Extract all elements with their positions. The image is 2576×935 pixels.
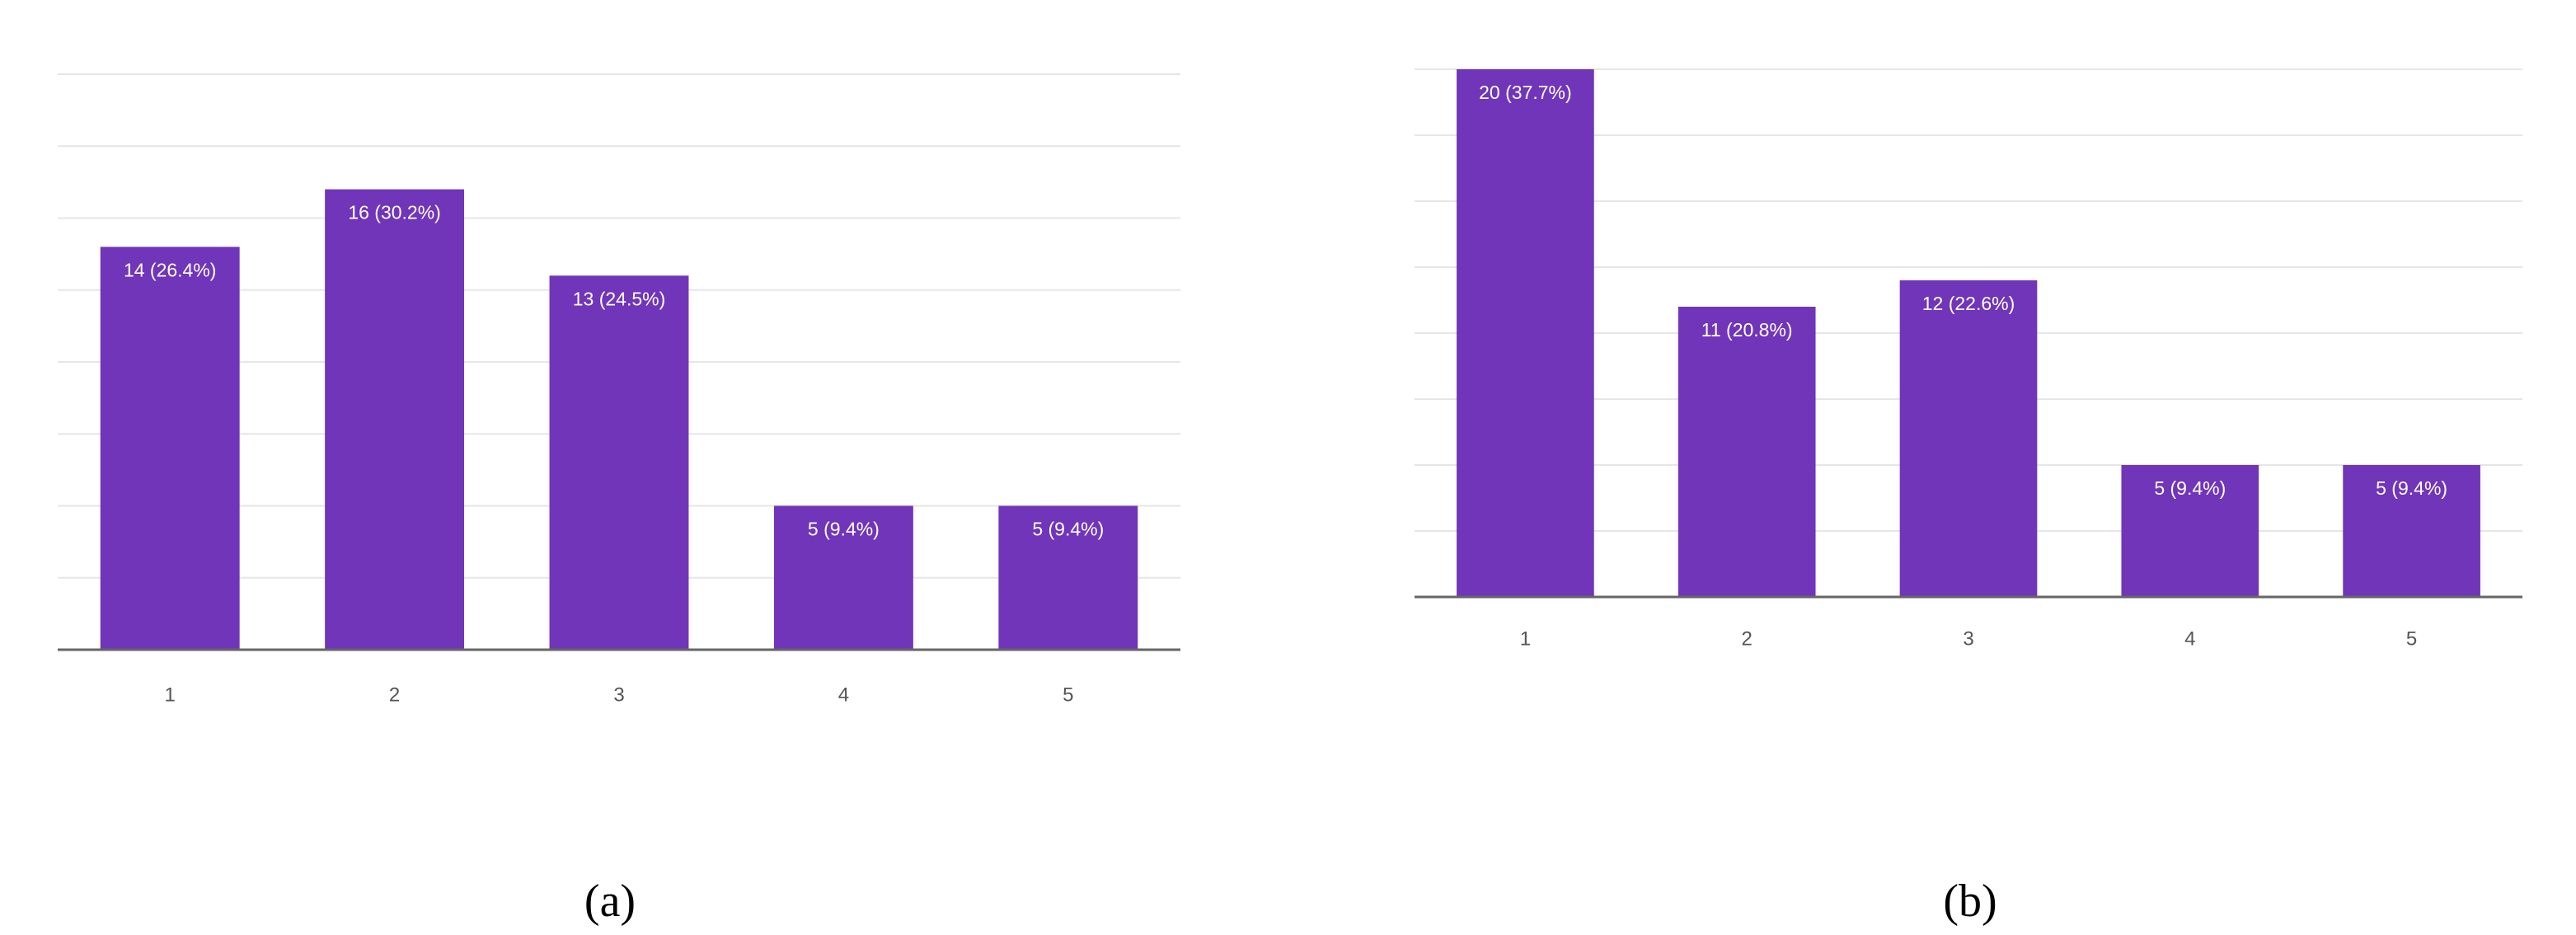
x-tick-label: 3 [1963,627,1973,650]
x-tick-label: 1 [165,684,176,706]
x-tick-label: 5 [2406,627,2417,650]
x-tick-label: 2 [1742,627,1753,650]
value-label: 11 (20.8%) [1701,319,1793,341]
x-tick-label: 1 [1520,627,1531,650]
caption: (a) [584,876,636,927]
value-label: 13 (24.5%) [573,288,666,309]
value-label: 5 (9.4%) [1032,519,1104,540]
x-tick-label: 5 [1063,684,1073,706]
value-label: 5 (9.4%) [808,519,880,540]
bar [773,505,913,650]
value-label: 20 (37.7%) [1479,82,1572,103]
value-label: 14 (26.4%) [124,259,217,280]
bar [100,247,240,650]
x-tick-label: 4 [838,684,849,706]
bar [2121,465,2259,597]
bar [998,505,1138,650]
bar [1899,280,2038,597]
caption: (b) [1943,876,1997,927]
bar [2343,465,2480,597]
bar [325,189,465,651]
x-tick-label: 3 [613,684,624,706]
x-tick-label: 4 [2184,627,2195,650]
value-label: 5 (9.4%) [2154,477,2226,499]
value-label: 5 (9.4%) [2376,477,2447,499]
bar [1457,69,1594,597]
value-label: 12 (22.6%) [1922,293,2015,314]
x-tick-label: 2 [389,684,400,706]
bar [549,275,689,650]
value-label: 16 (30.2%) [348,202,441,223]
bar [1677,307,1816,597]
